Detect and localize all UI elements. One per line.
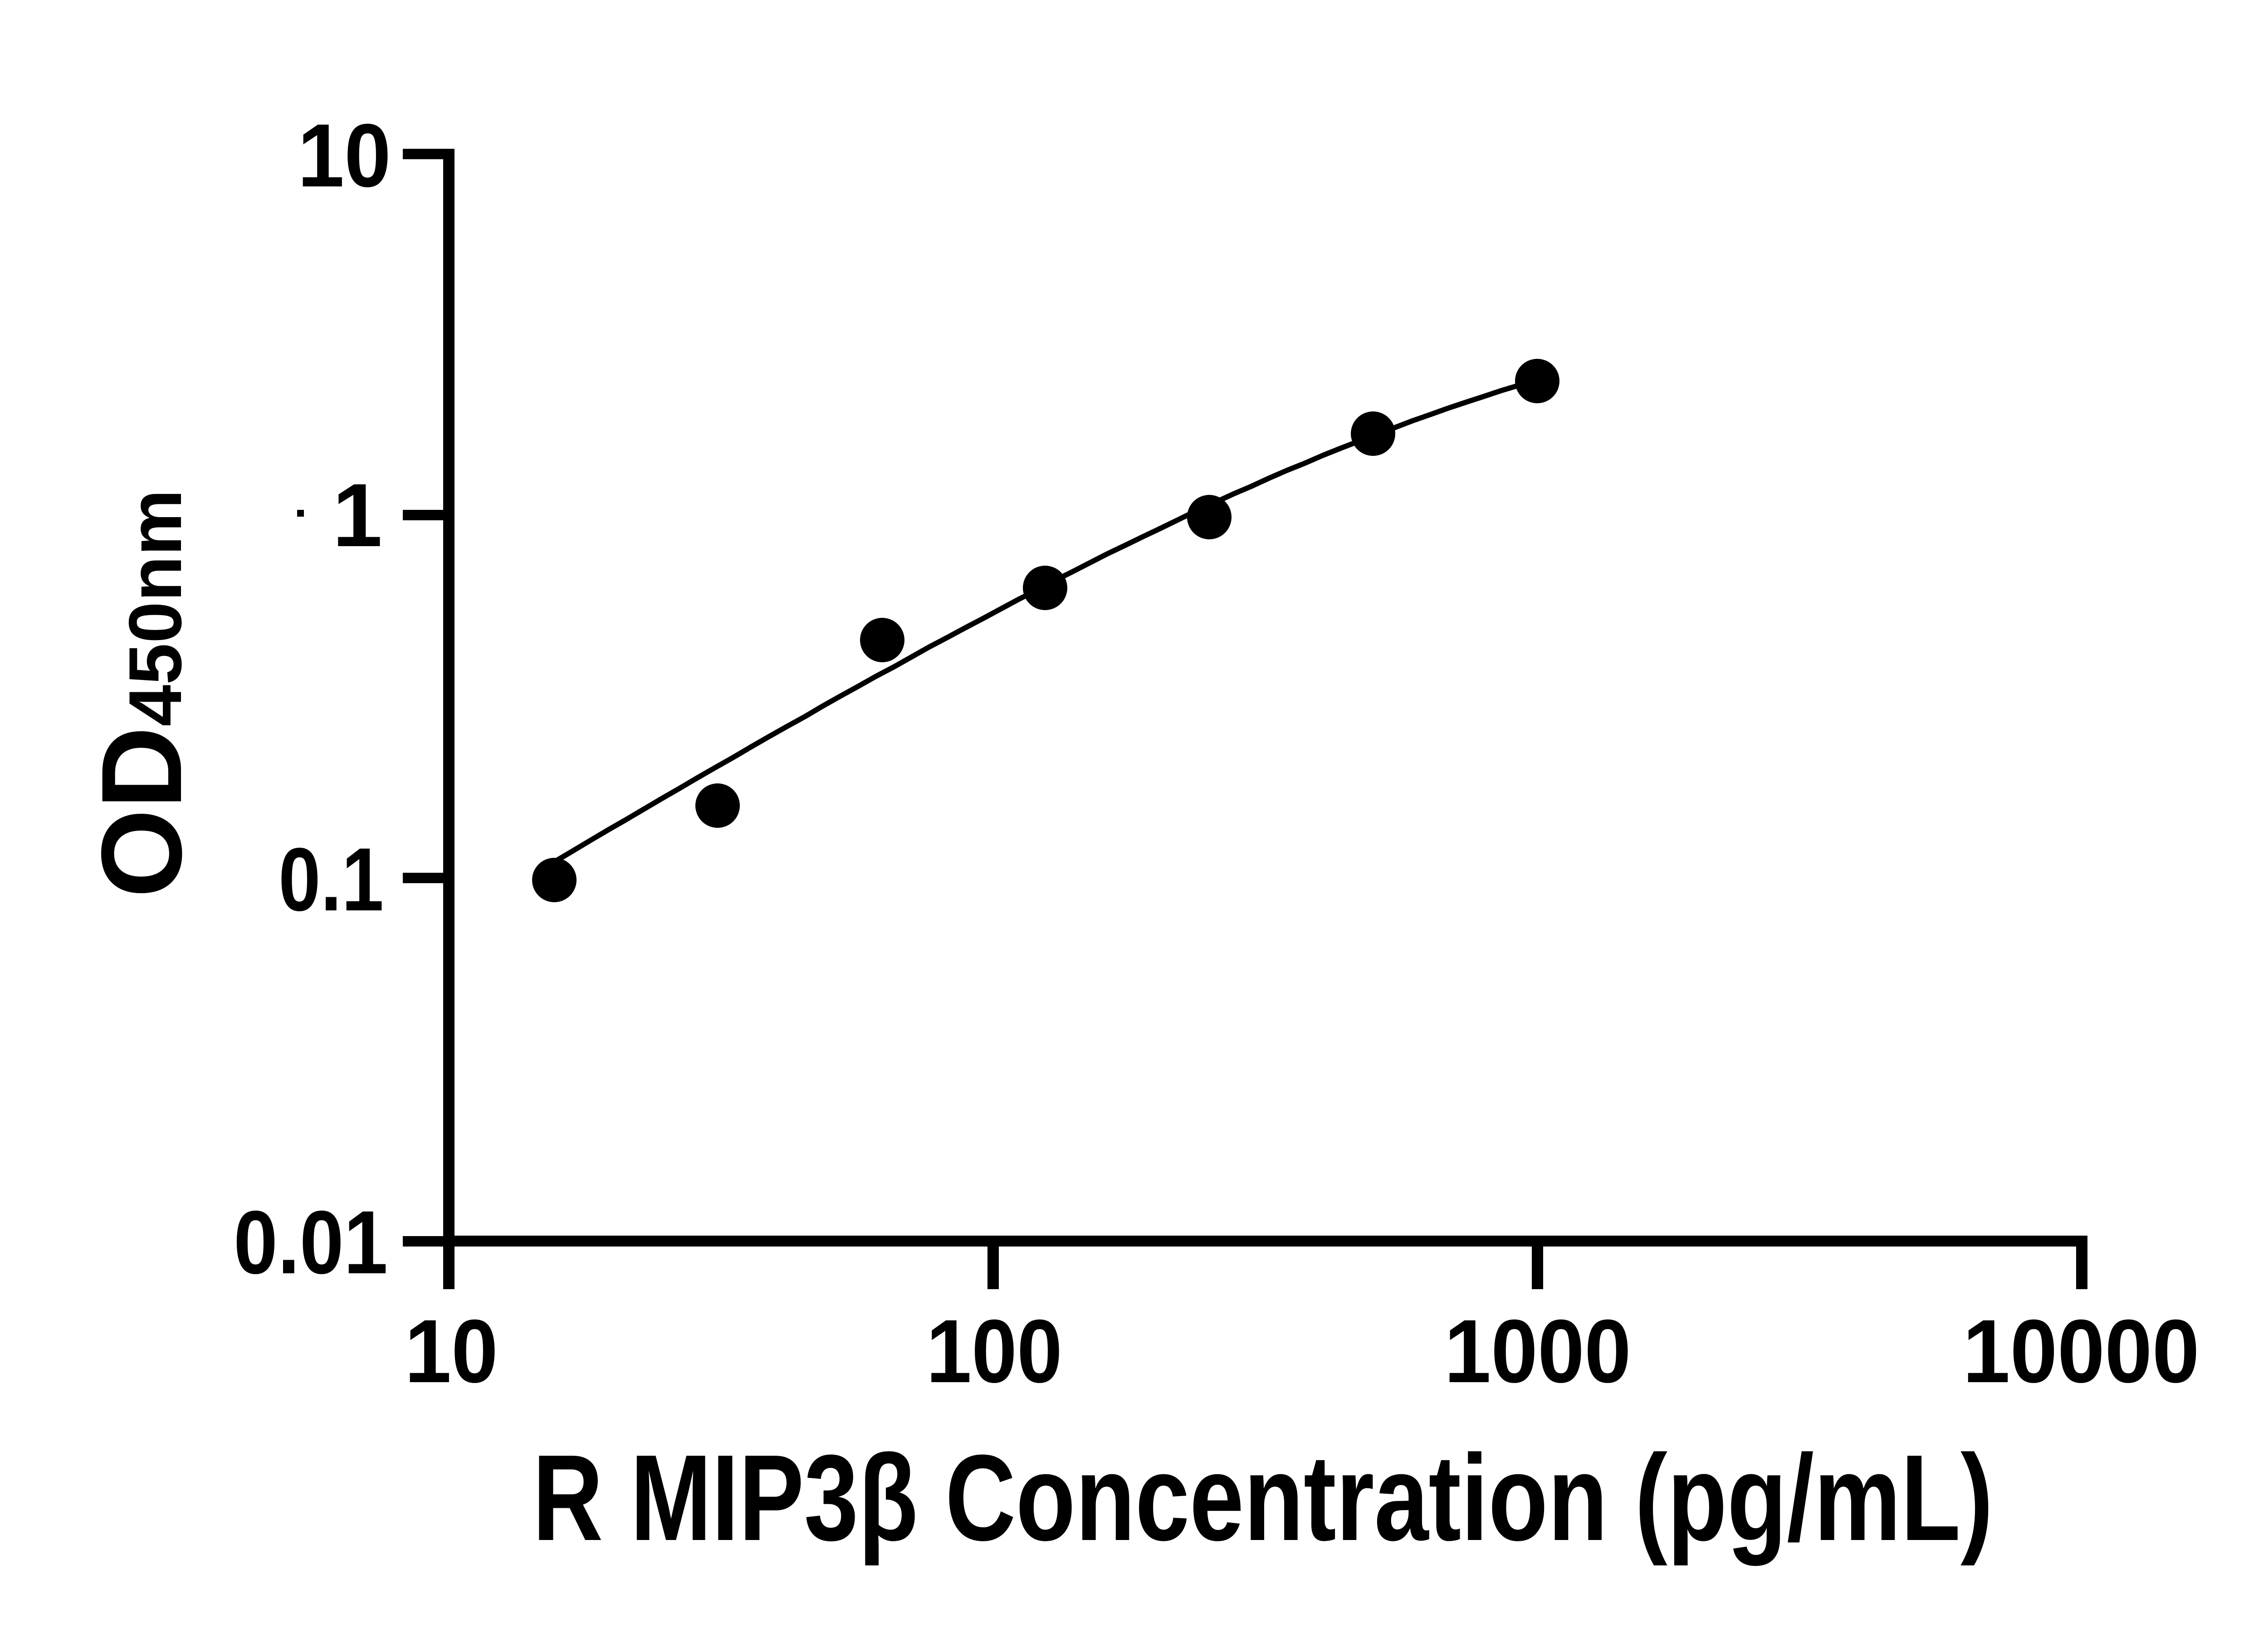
svg-text:1000: 1000 [1444,1301,1631,1401]
svg-text:0.01: 0.01 [234,1192,388,1292]
svg-text:1: 1 [332,465,382,565]
svg-text:10000: 10000 [1963,1301,2200,1401]
svg-text:10: 10 [298,105,391,205]
svg-text:0.1: 0.1 [279,829,384,929]
svg-text:10: 10 [405,1301,498,1401]
svg-text:R MIP3β Concentration (pg/mL): R MIP3β Concentration (pg/mL) [533,1430,1993,1567]
svg-text:100: 100 [926,1301,1062,1401]
